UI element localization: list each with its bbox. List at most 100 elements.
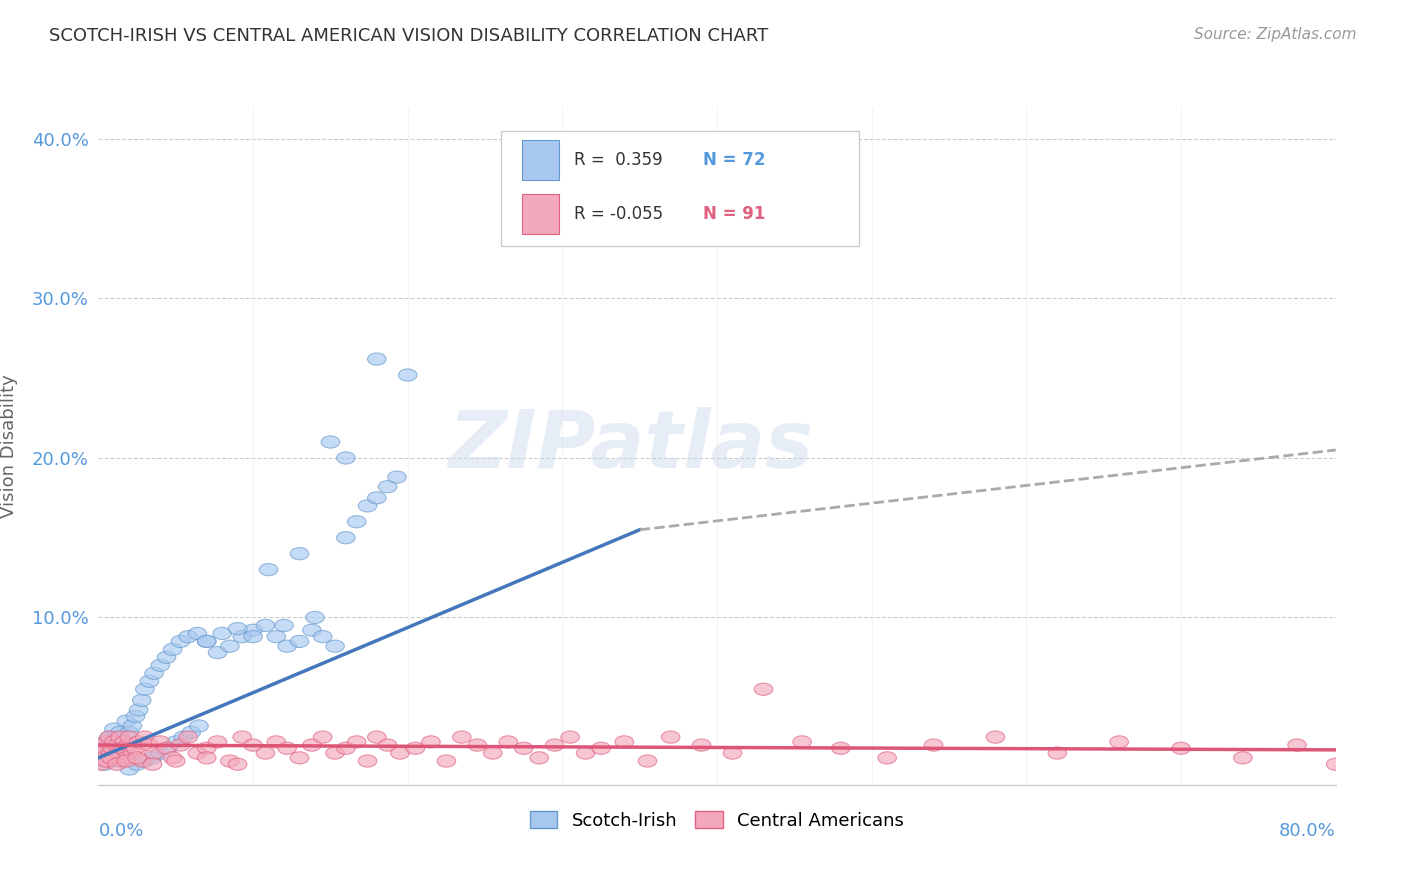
Ellipse shape <box>754 683 773 696</box>
Ellipse shape <box>367 731 387 743</box>
Ellipse shape <box>367 353 387 365</box>
Ellipse shape <box>104 723 124 735</box>
Ellipse shape <box>96 758 114 771</box>
Ellipse shape <box>305 611 325 624</box>
Ellipse shape <box>326 747 344 759</box>
Ellipse shape <box>112 742 131 755</box>
Ellipse shape <box>111 731 129 743</box>
Ellipse shape <box>499 736 517 748</box>
Ellipse shape <box>143 758 162 771</box>
Ellipse shape <box>112 755 131 767</box>
Ellipse shape <box>96 742 114 755</box>
Ellipse shape <box>120 731 139 743</box>
Ellipse shape <box>453 731 471 743</box>
Ellipse shape <box>221 640 239 652</box>
Ellipse shape <box>124 720 142 732</box>
Ellipse shape <box>256 747 274 759</box>
Ellipse shape <box>228 758 247 771</box>
Ellipse shape <box>157 651 176 664</box>
Ellipse shape <box>243 624 263 636</box>
Ellipse shape <box>120 763 139 775</box>
Text: N = 91: N = 91 <box>703 205 766 223</box>
Ellipse shape <box>124 747 142 759</box>
Text: SCOTCH-IRISH VS CENTRAL AMERICAN VISION DISABILITY CORRELATION CHART: SCOTCH-IRISH VS CENTRAL AMERICAN VISION … <box>49 27 769 45</box>
Ellipse shape <box>100 731 118 743</box>
Ellipse shape <box>321 436 340 448</box>
Ellipse shape <box>94 742 112 755</box>
Ellipse shape <box>93 739 111 751</box>
Ellipse shape <box>924 739 943 751</box>
Ellipse shape <box>388 471 406 483</box>
Ellipse shape <box>150 747 170 759</box>
Ellipse shape <box>111 726 129 739</box>
Ellipse shape <box>391 747 409 759</box>
Ellipse shape <box>101 752 120 764</box>
Ellipse shape <box>274 619 294 632</box>
Ellipse shape <box>118 739 138 751</box>
Ellipse shape <box>132 755 150 767</box>
Ellipse shape <box>104 736 124 748</box>
Ellipse shape <box>256 619 274 632</box>
Ellipse shape <box>378 739 396 751</box>
Ellipse shape <box>243 739 263 751</box>
Ellipse shape <box>118 739 138 751</box>
Ellipse shape <box>347 516 366 528</box>
Ellipse shape <box>172 635 190 648</box>
Ellipse shape <box>314 731 332 743</box>
Ellipse shape <box>723 747 742 759</box>
Ellipse shape <box>661 731 681 743</box>
Ellipse shape <box>561 731 579 743</box>
Ellipse shape <box>97 736 115 748</box>
Ellipse shape <box>576 747 595 759</box>
Ellipse shape <box>190 720 208 732</box>
Ellipse shape <box>128 758 146 771</box>
Ellipse shape <box>484 747 502 759</box>
Ellipse shape <box>326 640 344 652</box>
Ellipse shape <box>290 635 309 648</box>
Ellipse shape <box>101 755 120 767</box>
Ellipse shape <box>278 742 297 755</box>
Ellipse shape <box>98 755 117 767</box>
Ellipse shape <box>91 747 110 759</box>
Ellipse shape <box>1109 736 1129 748</box>
Ellipse shape <box>515 742 533 755</box>
Ellipse shape <box>336 452 356 464</box>
Ellipse shape <box>110 755 128 767</box>
Ellipse shape <box>114 736 132 748</box>
Ellipse shape <box>546 739 564 751</box>
Ellipse shape <box>290 548 309 560</box>
Ellipse shape <box>132 694 150 706</box>
Ellipse shape <box>128 752 146 764</box>
Ellipse shape <box>259 564 278 575</box>
Text: R =  0.359: R = 0.359 <box>574 151 662 169</box>
Ellipse shape <box>422 736 440 748</box>
Ellipse shape <box>302 739 321 751</box>
Ellipse shape <box>108 739 127 751</box>
Text: Source: ZipAtlas.com: Source: ZipAtlas.com <box>1194 27 1357 42</box>
Ellipse shape <box>141 739 159 751</box>
Ellipse shape <box>212 627 232 640</box>
Ellipse shape <box>437 755 456 767</box>
Text: 0.0%: 0.0% <box>98 822 143 840</box>
Ellipse shape <box>208 736 226 748</box>
Ellipse shape <box>314 631 332 643</box>
Ellipse shape <box>143 752 162 764</box>
Ellipse shape <box>114 742 132 755</box>
Ellipse shape <box>115 736 134 748</box>
Ellipse shape <box>127 742 145 755</box>
Ellipse shape <box>406 742 425 755</box>
Ellipse shape <box>197 635 217 648</box>
Ellipse shape <box>1288 739 1306 751</box>
Ellipse shape <box>103 739 122 751</box>
Ellipse shape <box>135 755 155 767</box>
Ellipse shape <box>150 736 170 748</box>
Ellipse shape <box>172 739 190 751</box>
Ellipse shape <box>157 742 176 755</box>
Ellipse shape <box>108 758 127 771</box>
Ellipse shape <box>468 739 486 751</box>
Ellipse shape <box>233 631 252 643</box>
Ellipse shape <box>135 731 155 743</box>
Ellipse shape <box>692 739 711 751</box>
Ellipse shape <box>1047 747 1067 759</box>
Ellipse shape <box>127 710 145 723</box>
